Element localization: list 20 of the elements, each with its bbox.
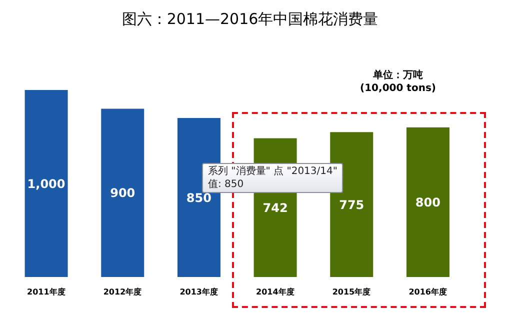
data-label: 742 [262, 200, 288, 215]
x-tick-label: 2013年度 [180, 286, 218, 297]
data-label: 900 [110, 186, 136, 200]
data-label: 800 [415, 195, 440, 210]
annotation: 值: 850 [208, 178, 245, 191]
x-tick-label: 2016年度 [408, 286, 447, 297]
data-label: 775 [339, 198, 364, 212]
chart-title: 图六：2011—2016年中国棉花消费量 [120, 10, 380, 29]
data-label: 1,000 [27, 176, 66, 191]
text: 单位：万吨 [372, 69, 424, 82]
x-tick-label: 2011年度 [27, 286, 66, 297]
x-tick-label: 2014年度 [256, 286, 294, 297]
data-label: 850 [186, 190, 212, 205]
x-tick-label: 2012年度 [103, 286, 142, 297]
bar [101, 108, 144, 277]
bar [24, 90, 68, 277]
annotation: 系列 "消费量" 点 "2013/14" [208, 165, 338, 178]
annotation: (10,000 tons) [359, 82, 437, 95]
bar [406, 127, 450, 277]
x-tick-label: 2015年度 [332, 286, 371, 297]
